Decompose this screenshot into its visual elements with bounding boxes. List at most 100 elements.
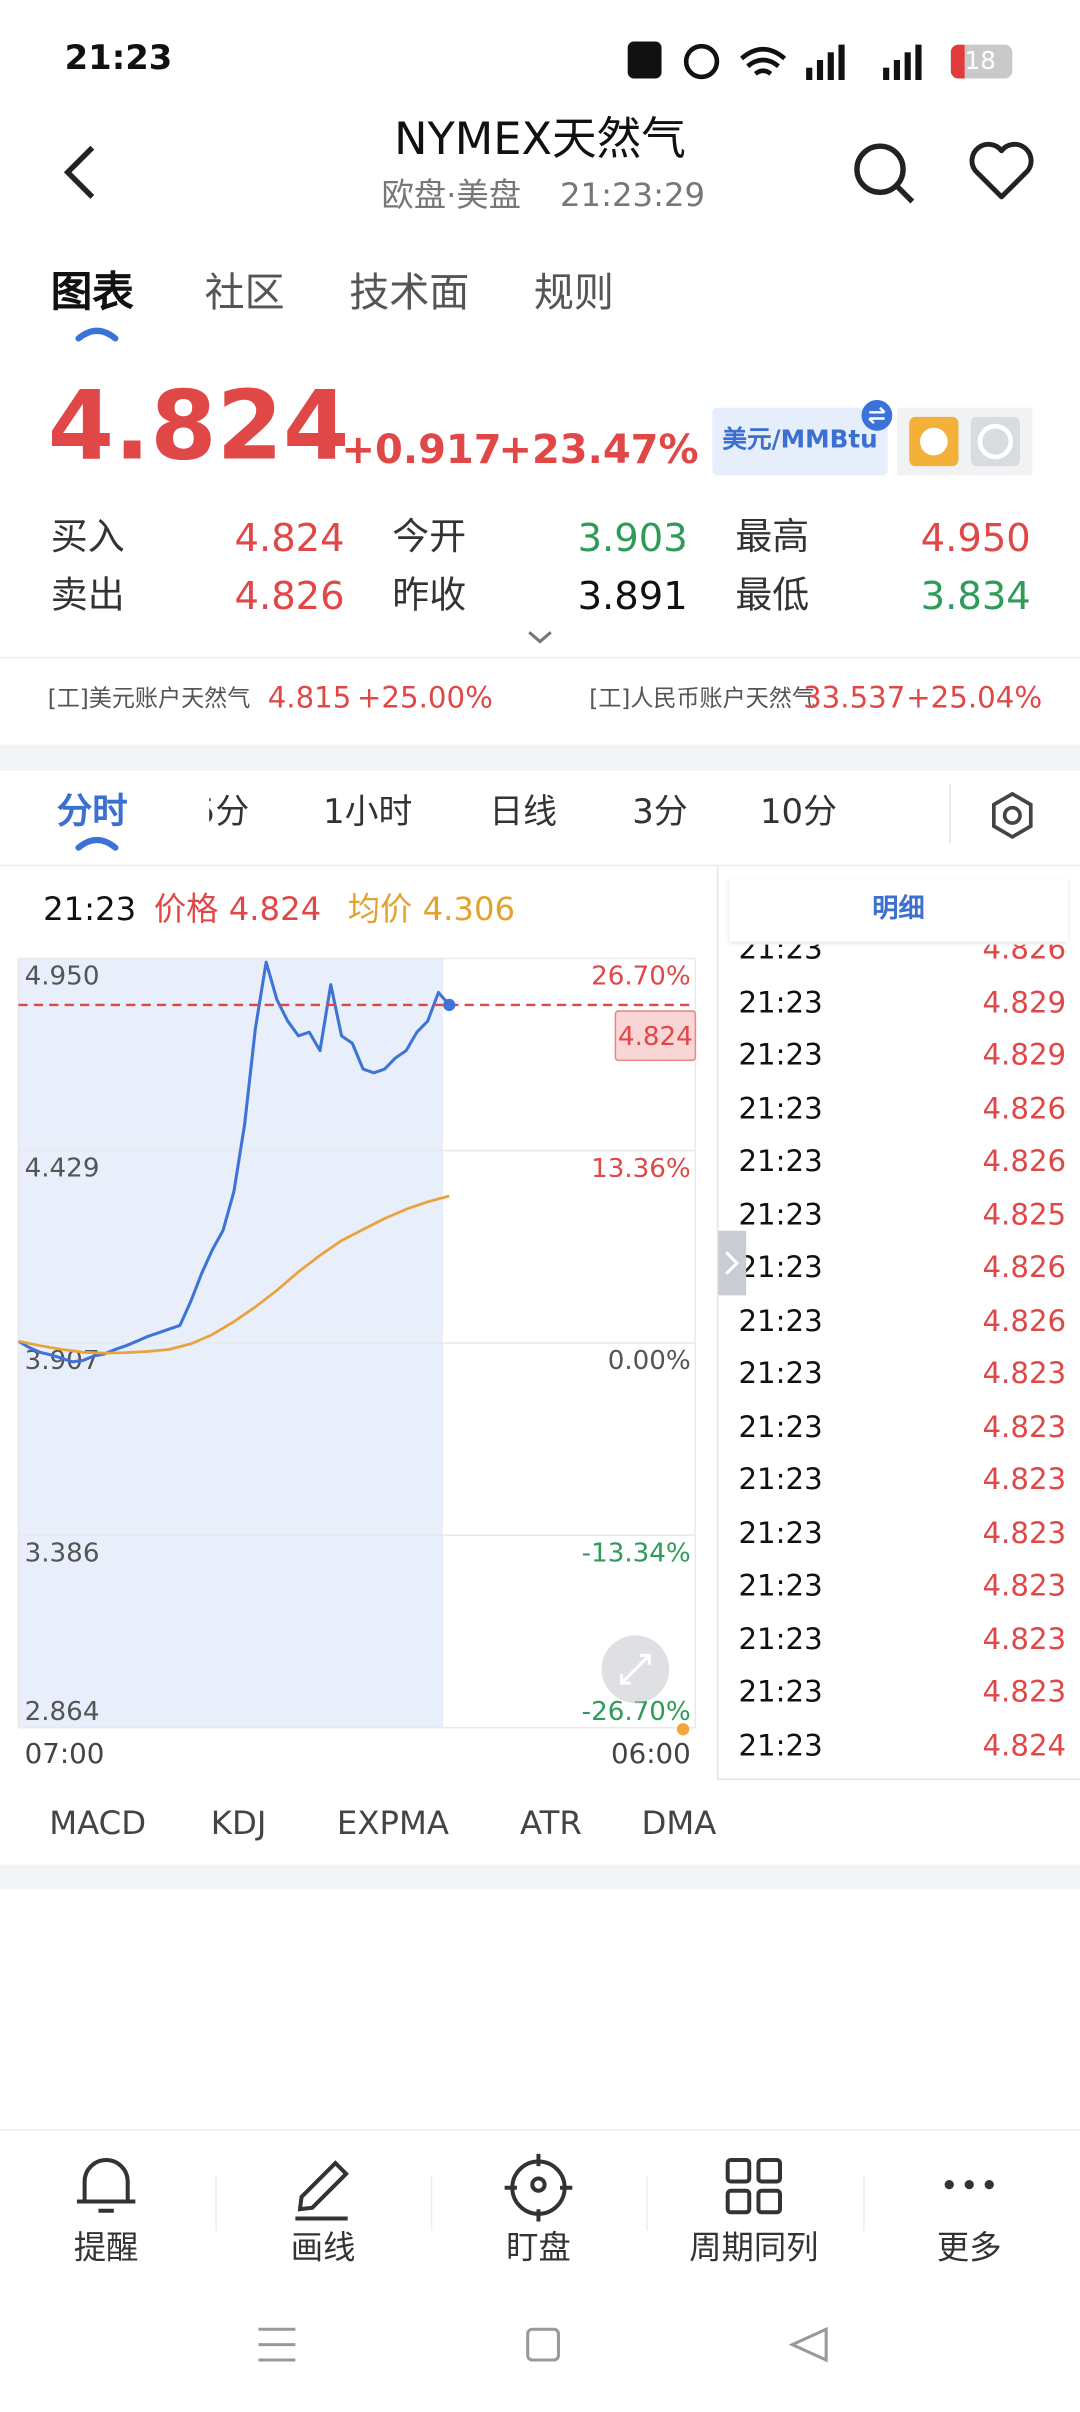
indicator-tab[interactable]: MACD xyxy=(49,1804,147,1842)
detail-price: 4.826 xyxy=(982,1144,1067,1179)
detail-price: 4.823 xyxy=(982,1516,1067,1551)
related-pct: +25.00% xyxy=(356,681,493,716)
y2-tick-label: 13.36% xyxy=(591,1154,691,1184)
subtitle: 欧盘·美盘 xyxy=(381,176,522,214)
detail-price: 4.823 xyxy=(982,1463,1067,1497)
live-dot xyxy=(676,1723,690,1736)
unit: 美元/MMBtu xyxy=(722,424,878,454)
stat-label: 买入 xyxy=(50,515,125,559)
tab[interactable]: 技术面 xyxy=(349,270,470,317)
stat-label: 最高 xyxy=(735,515,810,559)
detail-price: 4.823 xyxy=(982,1356,1067,1391)
tab[interactable]: 图表 xyxy=(50,269,134,317)
nav-bar xyxy=(258,2326,828,2363)
settings-button[interactable] xyxy=(988,791,1037,840)
divider xyxy=(0,864,1080,867)
favorite-button[interactable] xyxy=(966,138,1037,203)
toolbar-label: 周期同列 xyxy=(689,2229,819,2267)
y2-tick-label: 26.70% xyxy=(591,962,691,992)
indicator-tab[interactable]: ATR xyxy=(520,1804,582,1842)
period-tab[interactable]: 1小时 xyxy=(323,793,413,833)
y2-tick-label: 0.00% xyxy=(608,1346,691,1376)
detail-time: 21:23 xyxy=(738,1675,823,1710)
back-button[interactable] xyxy=(55,138,110,206)
detail-price: 4.825 xyxy=(982,1197,1067,1232)
unit-badge[interactable]: 美元/MMBtu xyxy=(712,407,888,476)
period-indicator xyxy=(75,836,119,851)
detail-time: 21:23 xyxy=(738,1144,823,1179)
period-tab[interactable]: 日线 xyxy=(489,793,557,833)
stat-label: 昨收 xyxy=(392,573,467,617)
detail-time: 21:23 xyxy=(738,1356,823,1391)
series-line xyxy=(17,960,451,1364)
price-tag xyxy=(614,1010,697,1062)
detail-price: 4.829 xyxy=(982,985,1067,1020)
last-point xyxy=(443,998,456,1012)
change: +0.917 xyxy=(341,427,502,474)
search-button[interactable] xyxy=(849,138,920,209)
period-tab[interactable]: 5分 xyxy=(209,793,250,833)
y2-tick-label: -13.34% xyxy=(582,1538,691,1568)
detail-time: 21:23 xyxy=(738,944,823,967)
stat-value: 3.891 xyxy=(577,573,688,619)
period-tab[interactable]: 3分 xyxy=(632,793,688,833)
detail-price: 4.823 xyxy=(982,1569,1067,1604)
cursor-price: 价格 4.824 xyxy=(153,890,322,928)
indicator-tab[interactable]: DMA xyxy=(641,1804,717,1842)
panel-toggle[interactable] xyxy=(718,1230,747,1296)
stat-value: 4.826 xyxy=(234,573,345,619)
detail-time: 21:23 xyxy=(738,1038,823,1073)
stat-value: 4.950 xyxy=(920,515,1031,561)
detail-time: 21:23 xyxy=(738,1463,823,1497)
tab-indicator xyxy=(75,327,119,342)
detail-header[interactable]: 明细 xyxy=(729,878,1068,942)
stat-value: 4.824 xyxy=(234,515,345,561)
detail-price: 4.823 xyxy=(982,1410,1067,1444)
related-pct: +25.04% xyxy=(906,681,1043,716)
stat-value: 3.834 xyxy=(920,573,1031,619)
period-tab[interactable]: 10分 xyxy=(760,793,837,833)
stat-value: 3.903 xyxy=(577,515,688,561)
detail-time: 21:23 xyxy=(738,1250,823,1285)
period-tab[interactable]: 分时 xyxy=(56,792,128,833)
period-clip: 5分 xyxy=(209,792,255,838)
x-tick-label: 07:00 xyxy=(25,1737,105,1770)
separator xyxy=(0,1864,1080,1890)
detail-time: 21:23 xyxy=(738,1091,823,1126)
swap-icon xyxy=(861,400,893,431)
divider xyxy=(0,2129,1080,2131)
tab[interactable]: 社区 xyxy=(204,270,285,317)
detail-price: 4.826 xyxy=(982,944,1067,967)
panel-toggle-icon xyxy=(725,1251,740,1275)
toolbar-label: 盯盘 xyxy=(506,2229,571,2267)
price-tag-label: 4.824 xyxy=(618,1022,693,1052)
related-name: [工]人民币账户天然气 xyxy=(589,684,815,713)
status-time: 21:23 xyxy=(64,40,173,79)
detail-time: 21:23 xyxy=(738,1569,823,1604)
detail-price: 4.826 xyxy=(982,1303,1067,1338)
detail-price: 4.826 xyxy=(982,1250,1067,1285)
detail-price: 4.823 xyxy=(982,1675,1067,1710)
detail-price: 4.824 xyxy=(982,1728,1067,1763)
battery: 18 xyxy=(950,44,1013,79)
cursor-time: 21:23 xyxy=(43,890,137,928)
indicator-tab[interactable]: KDJ xyxy=(210,1804,267,1842)
badge-icons[interactable] xyxy=(906,414,1029,469)
detail-time: 21:23 xyxy=(738,1728,823,1763)
y-tick-label: 4.950 xyxy=(25,962,100,992)
stat-label: 最低 xyxy=(735,573,810,617)
status-icons xyxy=(627,41,922,81)
cursor-avg: 均价 4.306 xyxy=(347,890,516,928)
toolbar-label: 更多 xyxy=(936,2229,1002,2267)
expand-chevron[interactable] xyxy=(526,628,554,646)
y-tick-label: 4.429 xyxy=(25,1154,100,1184)
toolbar-label: 提醒 xyxy=(73,2229,139,2267)
detail-time: 21:23 xyxy=(738,1622,823,1657)
tab[interactable]: 规则 xyxy=(533,270,614,317)
separator xyxy=(0,744,1080,771)
indicator-tab[interactable]: EXPMA xyxy=(336,1804,449,1842)
detail-time: 21:23 xyxy=(738,1410,823,1444)
